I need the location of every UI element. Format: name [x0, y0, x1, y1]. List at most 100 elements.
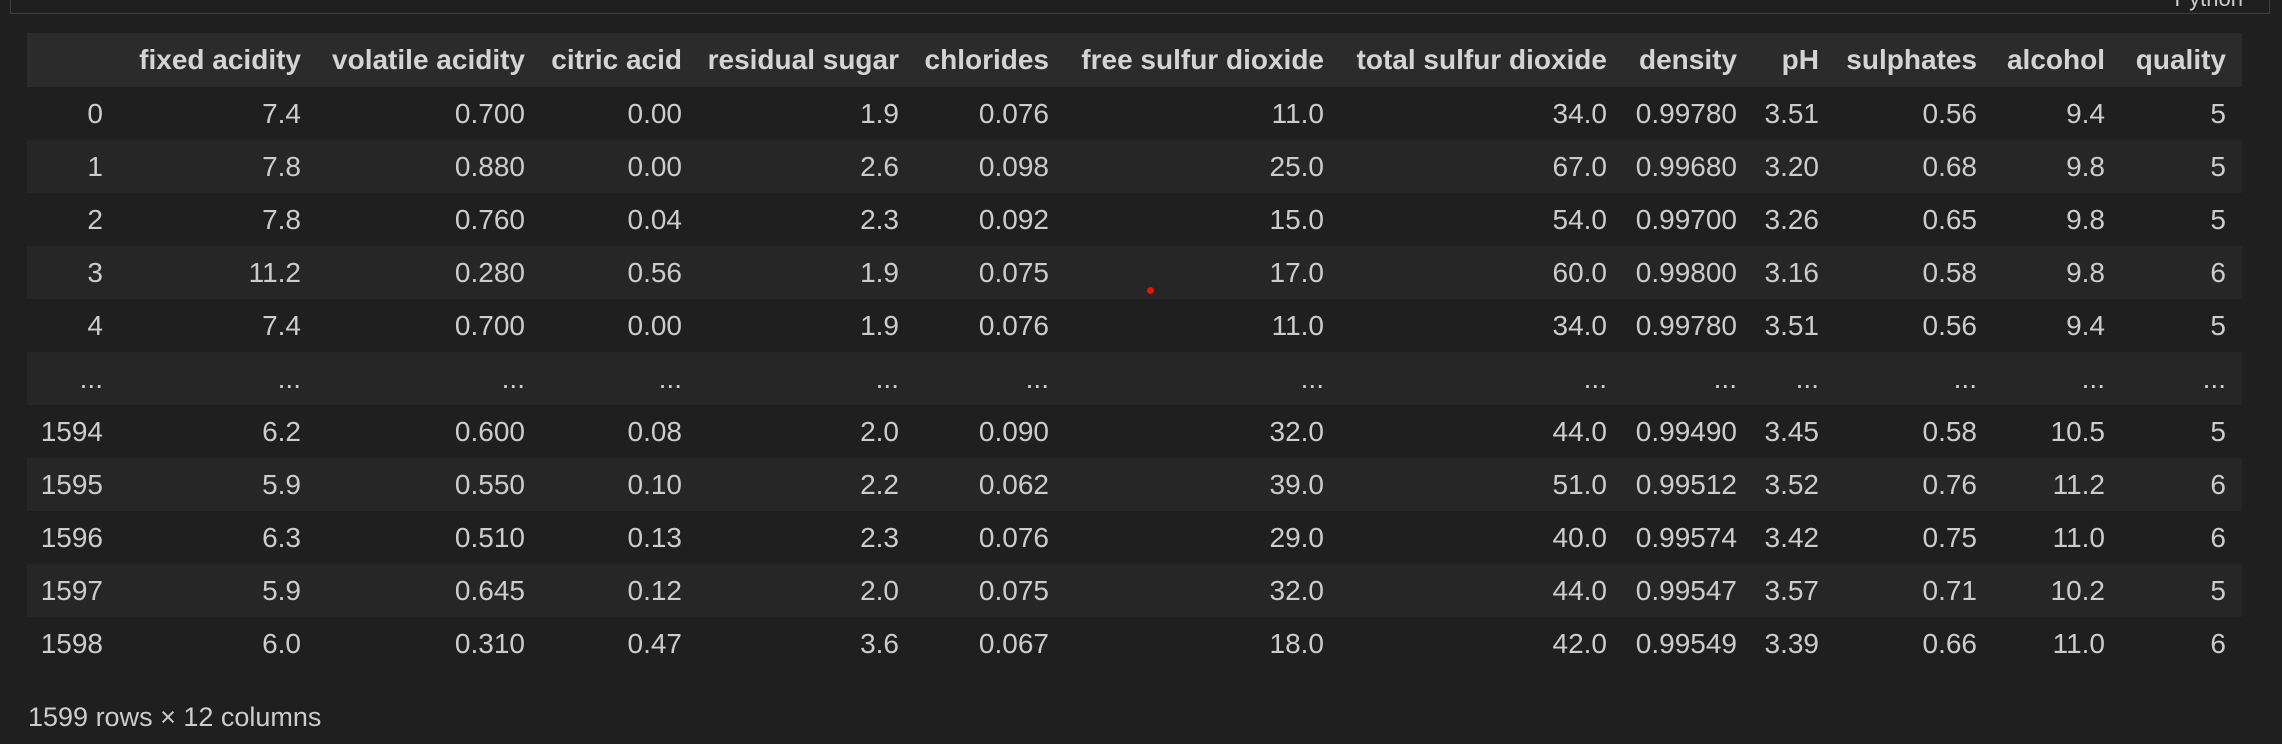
table-cell: 2.0: [860, 574, 899, 606]
table-cell: 11.2: [2052, 468, 2105, 500]
table-cell: ...: [1025, 362, 1049, 394]
table-row: 1 7.8 0.880 0.00 2.6 0.098 25.0 67.0 0.99680 3.20…: [27, 140, 2242, 193]
table-cell: 7.8: [262, 203, 301, 235]
table-cell: 2.3: [860, 521, 899, 553]
table-cell: ...: [1953, 362, 1977, 394]
table-row: 1598 6.0 0.310 0.47 3.6 0.067 18.0 42.0 0.99549 3…: [27, 617, 2242, 670]
table-cell: 11.0: [1271, 309, 1324, 341]
table-cell: 0.99547: [1635, 574, 1737, 606]
column-header: sulphates: [1835, 33, 1993, 87]
table-cell: ...: [1300, 362, 1324, 394]
table-row: 1594 6.2 0.600 0.08 2.0 0.090 32.0 44.0 0.99490 3…: [27, 405, 2242, 458]
table-cell: 0.10: [627, 468, 683, 500]
table-cell: 3.51: [1764, 309, 1820, 341]
column-header: free sulfur dioxide: [1065, 33, 1340, 87]
cell-language-label[interactable]: Python: [2175, 0, 2244, 10]
table-cell: 6: [2210, 468, 2226, 500]
table-cell: 5.9: [262, 574, 301, 606]
row-index: 0: [87, 97, 103, 129]
table-cell: ...: [1713, 362, 1737, 394]
table-cell: 0.092: [978, 203, 1049, 235]
row-index: ...: [79, 362, 103, 394]
table-cell: 0.99700: [1635, 203, 1737, 235]
table-cell: 5: [2210, 97, 2226, 129]
table-cell: 9.4: [2066, 97, 2105, 129]
table-cell: 6: [2210, 521, 2226, 553]
table-cell: ...: [658, 362, 682, 394]
row-index: 2: [87, 203, 103, 235]
table-cell: 32.0: [1269, 574, 1325, 606]
table-cell: 6: [2210, 256, 2226, 288]
table-cell: 0.067: [978, 627, 1049, 659]
column-header: fixed acidity: [119, 33, 317, 87]
table-cell: 0.310: [454, 627, 525, 659]
table-row: 1597 5.9 0.645 0.12 2.0 0.075 32.0 44.0 0.99547 3…: [27, 564, 2242, 617]
table-cell: 0.65: [1922, 203, 1978, 235]
table-cell: ...: [2081, 362, 2105, 394]
table-cell: 0.00: [627, 150, 683, 182]
table-cell: 0.075: [978, 574, 1049, 606]
table-cell: 34.0: [1552, 309, 1608, 341]
table-cell: 0.99549: [1635, 627, 1737, 659]
table-cell: 25.0: [1269, 150, 1325, 182]
table-cell: 0.550: [454, 468, 525, 500]
table-cell: 51.0: [1552, 468, 1608, 500]
table-cell: 0.47: [627, 627, 683, 659]
table-cell: 29.0: [1269, 521, 1325, 553]
table-row: 1596 6.3 0.510 0.13 2.3 0.076 29.0 40.0 0.99574 3…: [27, 511, 2242, 564]
table-cell: 0.08: [627, 415, 683, 447]
table-cell: 0.12: [627, 574, 683, 606]
index-header: [27, 33, 119, 87]
table-cell: 5: [2210, 150, 2226, 182]
table-cell: 9.8: [2066, 203, 2105, 235]
table-cell: 0.99574: [1635, 521, 1737, 553]
marker-dot: [1147, 287, 1154, 294]
table-cell: 6.0: [262, 627, 301, 659]
dataframe-table: fixed acidity volatile acidity citric acid…: [27, 33, 2242, 670]
table-cell: 2.2: [860, 468, 899, 500]
column-header: density: [1623, 33, 1753, 87]
table-cell: 34.0: [1552, 97, 1608, 129]
table-cell: 0.090: [978, 415, 1049, 447]
table-cell: 0.99780: [1635, 97, 1737, 129]
table-cell: 0.076: [978, 521, 1049, 553]
table-cell: 10.5: [2050, 415, 2106, 447]
table-cell: 0.076: [978, 97, 1049, 129]
table-cell: 67.0: [1552, 150, 1608, 182]
table-header-row: fixed acidity volatile acidity citric acid…: [27, 33, 2242, 87]
table-cell: ...: [2202, 362, 2226, 394]
row-index: 1: [87, 150, 103, 182]
table-cell: 54.0: [1552, 203, 1608, 235]
table-row: 1595 5.9 0.550 0.10 2.2 0.062 39.0 51.0 0.99512 3…: [27, 458, 2242, 511]
table-cell: 40.0: [1552, 521, 1608, 553]
table-cell: ...: [501, 362, 525, 394]
table-cell: 0.280: [454, 256, 525, 288]
table-cell: 3.26: [1764, 203, 1820, 235]
table-cell: 3.45: [1764, 415, 1820, 447]
table-cell: 0.510: [454, 521, 525, 553]
table-cell: 9.4: [2066, 309, 2105, 341]
row-index: 3: [87, 256, 103, 288]
table-cell: 0.13: [627, 521, 683, 553]
table-cell: ...: [1583, 362, 1607, 394]
table-cell: 7.4: [262, 97, 301, 129]
table-cell: 11.2: [248, 256, 301, 288]
table-cell: 3.42: [1764, 521, 1820, 553]
table-cell: 0.99800: [1635, 256, 1737, 288]
table-cell: 0.99680: [1635, 150, 1737, 182]
table-cell: 7.8: [262, 150, 301, 182]
table-cell: 2.6: [860, 150, 899, 182]
column-header: chlorides: [915, 33, 1065, 87]
row-index: 1597: [40, 574, 103, 606]
table-cell: 0.71: [1922, 574, 1978, 606]
table-cell: 3.6: [860, 627, 899, 659]
column-header: alcohol: [1993, 33, 2121, 87]
table-cell: 7.4: [262, 309, 301, 341]
table-row: 0 7.4 0.700 0.00 1.9 0.076 11.0 34.0 0.99780 3.51…: [27, 87, 2242, 140]
column-header: citric acid: [541, 33, 698, 87]
table-cell: ...: [1795, 362, 1819, 394]
table-cell: 3.51: [1764, 97, 1820, 129]
table-cell: 0.00: [627, 97, 683, 129]
table-cell: 9.8: [2066, 150, 2105, 182]
table-cell: 0.56: [1922, 309, 1978, 341]
